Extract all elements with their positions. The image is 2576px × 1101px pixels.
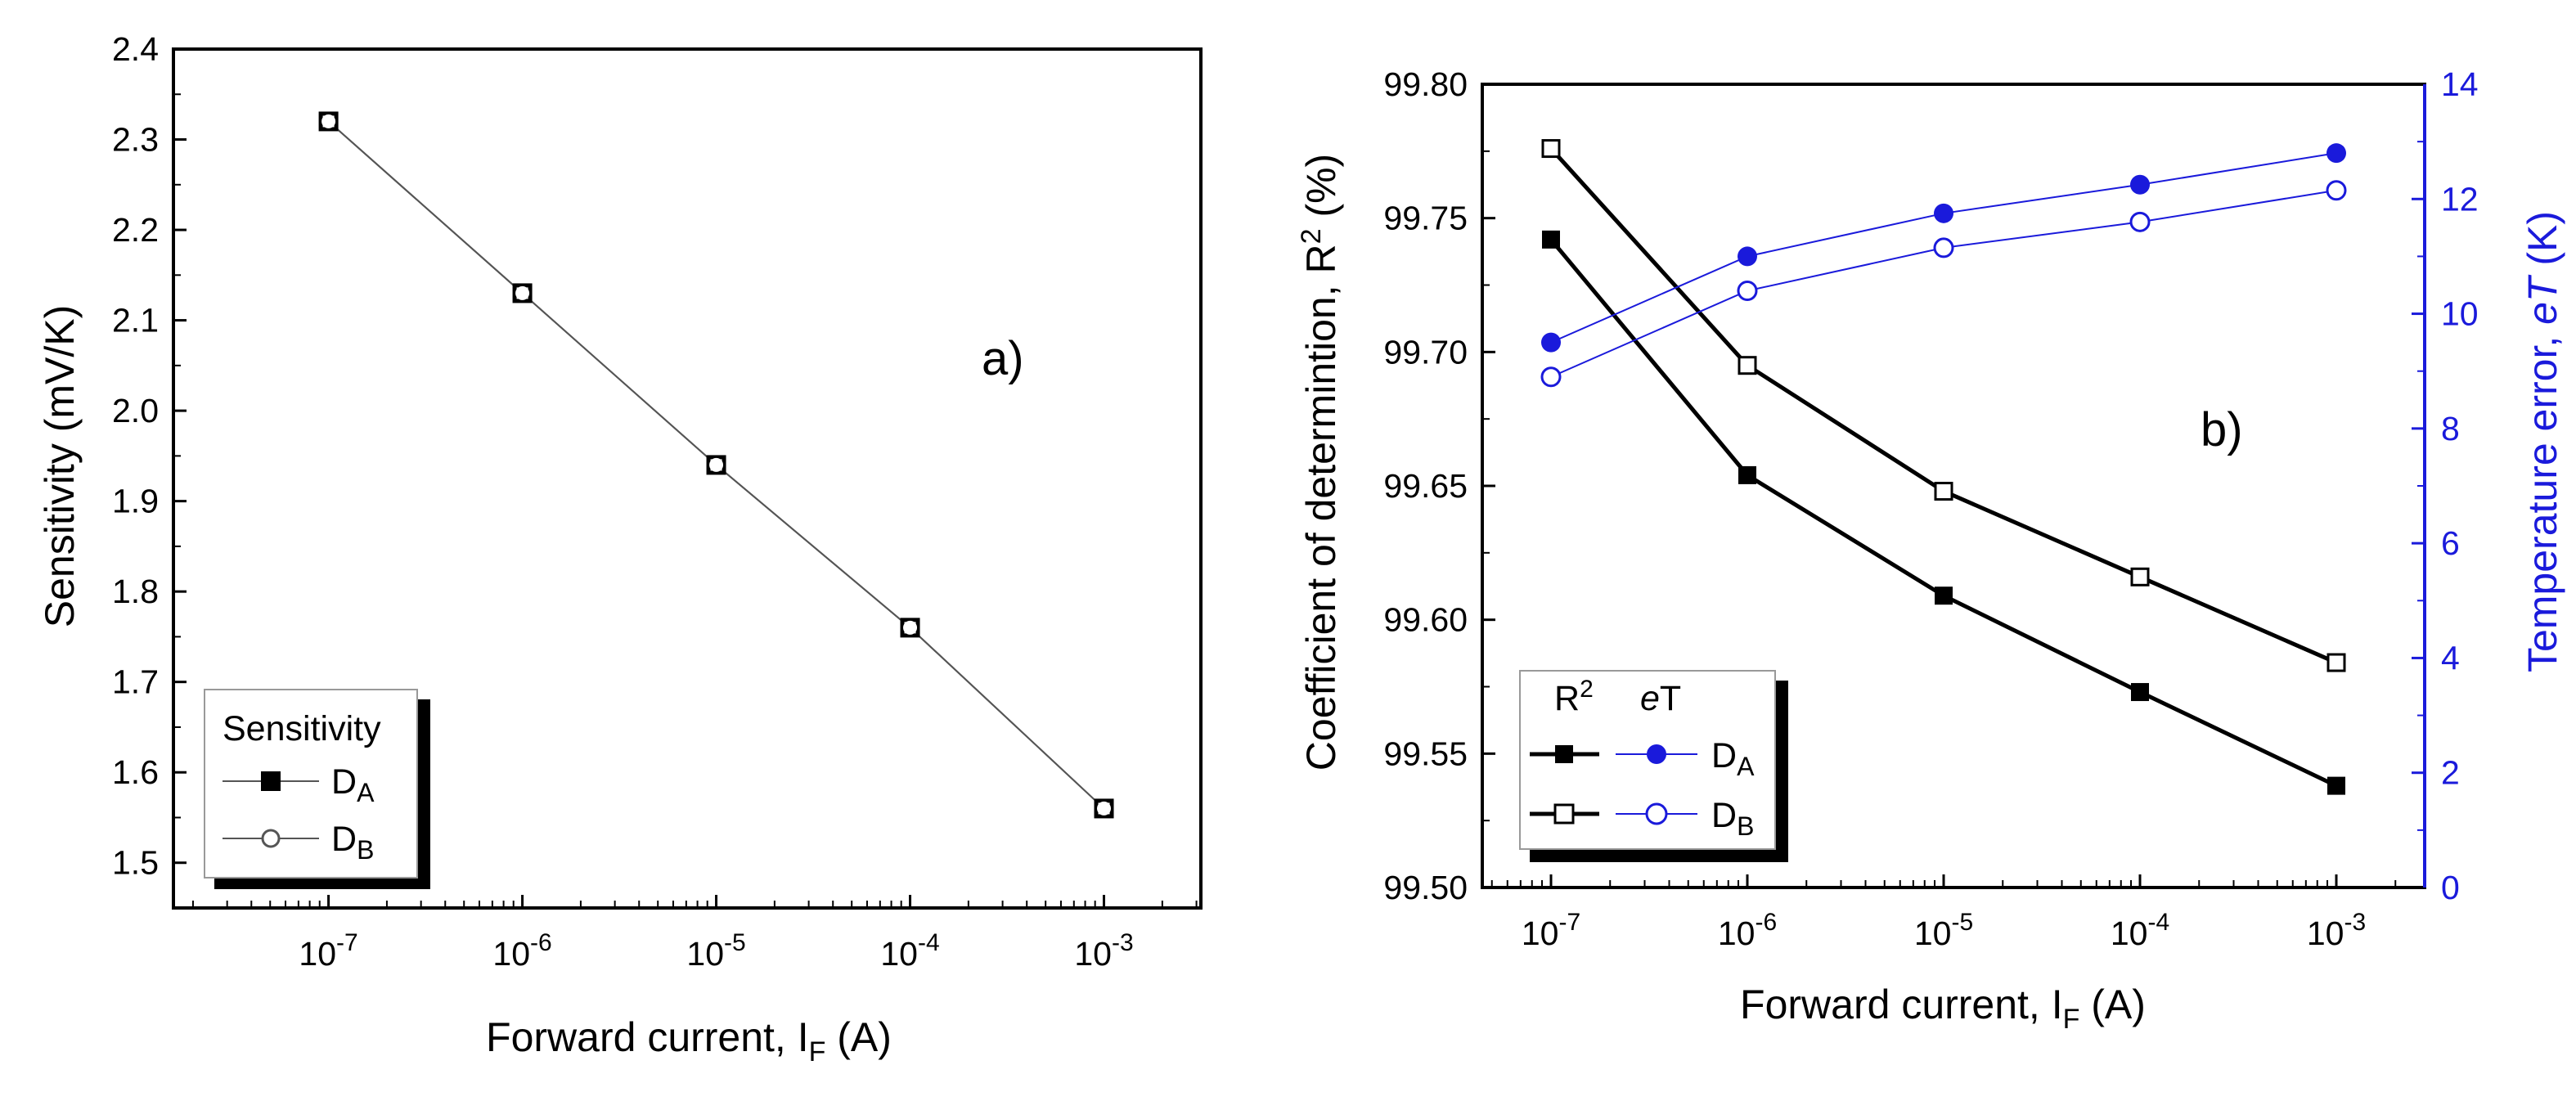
panel-b-y2-tick-label: 10 bbox=[2441, 295, 2479, 333]
panel-b-y2-tick-label: 8 bbox=[2441, 410, 2460, 447]
panel-b-point-et-db bbox=[1540, 366, 1562, 388]
panel-b-legend-marker-et-da bbox=[1647, 744, 1666, 764]
panel-a-legend-marker-db bbox=[261, 829, 281, 848]
panel-a-point-center bbox=[516, 287, 528, 299]
panel-b-label: b) bbox=[2201, 403, 2243, 456]
panel-b-x-tick-label: 10-7 bbox=[1522, 909, 1580, 952]
panel-b-point-r2-db bbox=[2130, 567, 2150, 586]
panel-a-label: a) bbox=[982, 332, 1024, 385]
panel-b-legend-marker-r2-da bbox=[1555, 745, 1573, 763]
chart-panel-b: 99.50 99.55 99.60 99.65 99.70 99.75 99.80 0 2 4 6… bbox=[1296, 65, 2565, 1035]
panel-b-point-et-da bbox=[1541, 332, 1561, 353]
panel-b-legend-col2-header: eT bbox=[1640, 679, 1681, 718]
panel-a-y-tick-label: 1.6 bbox=[112, 753, 159, 791]
panel-b-legend-col1-header: R2 bbox=[1554, 676, 1594, 718]
panel-a-point-center bbox=[1098, 802, 1110, 815]
panel-b-x-tick-label: 10-4 bbox=[2111, 909, 2169, 952]
panel-a-y-tick-label: 2.2 bbox=[112, 211, 159, 249]
panel-b-legend-marker-r2-db bbox=[1553, 803, 1575, 825]
panel-a-x-tick-labels: 10-7 10-6 10-5 10-4 10-3 bbox=[299, 929, 1133, 973]
panel-a-y-tick-label: 1.5 bbox=[112, 844, 159, 882]
panel-a-point-center bbox=[904, 622, 916, 634]
panel-b-y2-tick-label: 14 bbox=[2441, 65, 2479, 103]
panel-b-y2-tick-label: 6 bbox=[2441, 524, 2460, 562]
panel-b-y2-tick-label: 0 bbox=[2441, 869, 2460, 906]
panel-b-y-tick-label: 99.60 bbox=[1383, 601, 1468, 639]
panel-a-legend-label-da: DA bbox=[331, 762, 375, 807]
panel-b-point-et-da bbox=[2130, 174, 2150, 195]
panel-a-legend-label-db: DB bbox=[331, 820, 374, 865]
panel-b-y-tick-label: 99.80 bbox=[1383, 65, 1468, 103]
panel-a-y-tick-label: 2.4 bbox=[112, 30, 159, 68]
panel-b-legend: R2 eT DA DB bbox=[1519, 670, 1788, 862]
panel-b-point-et-db bbox=[1933, 237, 1954, 258]
panel-a-legend-box bbox=[204, 689, 418, 879]
panel-b-point-et-da bbox=[2326, 143, 2346, 164]
panel-b-point-et-db bbox=[1737, 281, 1758, 302]
panel-a-y-tick-label: 1.9 bbox=[112, 483, 159, 520]
panel-a-legend-title: Sensitivity bbox=[223, 709, 381, 748]
panel-b-point-r2-db bbox=[2326, 653, 2346, 672]
panel-b-y2-tick-label: 2 bbox=[2441, 754, 2460, 792]
panel-b-point-et-db bbox=[2326, 180, 2347, 201]
panel-a-x-tick-label: 10-6 bbox=[492, 929, 551, 973]
panel-b-x-tick-label: 10-6 bbox=[1718, 909, 1777, 952]
chart-panel-a: 1.51.61.71.81.92.02.12.22.32.4 10-7 10-6 1… bbox=[37, 30, 1203, 1067]
panel-b-point-r2-db bbox=[1541, 139, 1561, 159]
panel-a-legend-marker-da bbox=[261, 771, 281, 791]
panel-a-x-tick-label: 10-5 bbox=[686, 929, 745, 973]
panel-a-x-axis-title: Forward current, IF (A) bbox=[486, 1014, 892, 1067]
panel-b-y2-tick-label: 4 bbox=[2441, 639, 2460, 676]
panel-b-y-tick-label: 99.70 bbox=[1383, 333, 1468, 371]
panel-b-x-tick-label: 10-3 bbox=[2307, 909, 2366, 952]
panel-a-legend: Sensitivity DA DB bbox=[204, 689, 430, 889]
panel-a-plot-frame bbox=[172, 47, 1203, 910]
panel-a-y-tick-label: 2.3 bbox=[112, 121, 159, 159]
panel-b-y-axis-title: Coefficient of determintion, R2 (%) bbox=[1296, 154, 1344, 771]
panel-a-y-tick-label: 1.8 bbox=[112, 573, 159, 610]
panel-b-x-tick-label: 10-5 bbox=[1914, 909, 1973, 952]
panel-b-x-axis-title: Forward current, IF (A) bbox=[1740, 982, 2146, 1035]
panel-b-legend-marker-et-db bbox=[1645, 802, 1668, 825]
panel-b-legend-label-da: DA bbox=[1711, 736, 1755, 781]
panel-b-y-tick-label: 99.55 bbox=[1383, 735, 1468, 772]
panel-b-y2-tick-label: 12 bbox=[2441, 180, 2479, 218]
panel-b-markers bbox=[1540, 139, 2347, 795]
panel-b-point-r2-db bbox=[1738, 356, 1757, 375]
panel-b-point-r2-da bbox=[1542, 230, 1560, 249]
panel-b-y-tick-label: 99.75 bbox=[1383, 200, 1468, 237]
panel-a-y-tick-labels: 1.5 1.6 1.7 1.8 1.9 2.0 2.1 2.2 2.3 2.4 bbox=[112, 30, 159, 882]
panel-b-y-tick-labels: 99.50 99.55 99.60 99.65 99.70 99.75 99.80 bbox=[1383, 65, 1468, 906]
panel-b-point-et-db bbox=[2129, 211, 2151, 232]
panel-b-x-tick-labels: 10-7 10-6 10-5 10-4 10-3 bbox=[1522, 909, 2366, 952]
panel-a-y-tick-label: 2.0 bbox=[112, 392, 159, 429]
panel-a-markers bbox=[318, 111, 1114, 819]
panel-a-x-tick-label: 10-4 bbox=[880, 929, 939, 973]
panel-b-point-r2-da bbox=[2131, 683, 2149, 702]
panel-b-point-et-da bbox=[1934, 203, 1953, 223]
panel-a-y-tick-label: 1.7 bbox=[112, 663, 159, 701]
panel-a-point-center bbox=[322, 115, 335, 128]
panel-a-x-tick-label: 10-7 bbox=[299, 929, 357, 973]
panel-b-y2-axis-title: Temperature error, eT (K) bbox=[2520, 211, 2565, 672]
panel-a-x-tick-label: 10-3 bbox=[1074, 929, 1133, 973]
panel-b-point-r2-db bbox=[1934, 482, 1953, 501]
panel-b-point-r2-da bbox=[1935, 586, 1953, 605]
panel-b-legend-label-db: DB bbox=[1711, 796, 1754, 841]
panel-b-point-r2-da bbox=[1738, 465, 1756, 484]
panel-b-y-tick-label: 99.50 bbox=[1383, 869, 1468, 906]
panel-a-point-center bbox=[710, 459, 722, 471]
panel-b-y2-tick-labels: 0 2 4 6 8 10 12 14 bbox=[2441, 65, 2479, 906]
panel-b-point-r2-da bbox=[2327, 776, 2345, 795]
panel-b-y-tick-label: 99.65 bbox=[1383, 467, 1468, 505]
panel-a-y-axis-title: Sensitivity (mV/K) bbox=[37, 305, 83, 628]
panel-b-point-et-da bbox=[1738, 246, 1757, 267]
panel-a-y-tick-label: 2.1 bbox=[112, 302, 159, 339]
